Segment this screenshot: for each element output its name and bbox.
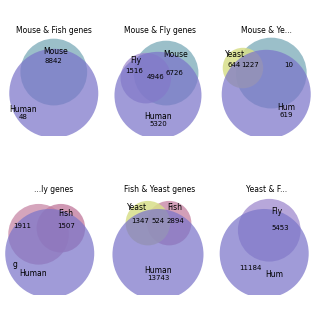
Text: 5320: 5320	[149, 121, 167, 127]
Text: 11184: 11184	[239, 265, 261, 271]
Circle shape	[121, 53, 171, 103]
Circle shape	[5, 209, 94, 298]
Text: Yeast: Yeast	[127, 204, 147, 212]
Title: ...ly genes: ...ly genes	[34, 185, 73, 194]
Circle shape	[9, 49, 98, 138]
Text: Fish: Fish	[168, 204, 183, 212]
Text: 4946: 4946	[147, 74, 165, 80]
Title: Mouse & Ye...: Mouse & Ye...	[241, 26, 292, 35]
Text: Human: Human	[20, 269, 47, 278]
Title: Mouse & Fish genes: Mouse & Fish genes	[16, 26, 92, 35]
Text: Fish: Fish	[59, 209, 73, 218]
Text: Fly: Fly	[271, 206, 282, 215]
Circle shape	[236, 38, 307, 108]
Text: Human: Human	[10, 105, 37, 114]
Title: Fish & Yeast genes: Fish & Yeast genes	[124, 185, 196, 194]
Text: 644: 644	[227, 62, 240, 68]
Text: 6726: 6726	[165, 70, 183, 76]
Text: 524: 524	[151, 218, 164, 224]
Text: 8842: 8842	[45, 58, 63, 64]
Circle shape	[220, 209, 309, 298]
Circle shape	[134, 41, 198, 106]
Text: Fly: Fly	[130, 56, 141, 65]
Circle shape	[238, 199, 300, 261]
Text: 2894: 2894	[166, 218, 184, 224]
Text: 10: 10	[284, 62, 293, 68]
Text: Human: Human	[144, 266, 172, 275]
Text: g: g	[13, 260, 18, 269]
Circle shape	[8, 204, 69, 265]
Text: Hum: Hum	[277, 103, 295, 112]
Circle shape	[222, 50, 311, 139]
Text: Human: Human	[144, 112, 172, 121]
Text: 1507: 1507	[57, 223, 75, 229]
Circle shape	[223, 48, 263, 88]
Text: 1516: 1516	[125, 68, 143, 74]
Text: 13743: 13743	[147, 275, 169, 281]
Title: Mouse & Fly genes: Mouse & Fly genes	[124, 26, 196, 35]
Text: Mouse: Mouse	[163, 50, 188, 60]
Circle shape	[126, 201, 170, 245]
Title: Yeast & F...: Yeast & F...	[246, 185, 287, 194]
Circle shape	[20, 39, 87, 106]
Circle shape	[36, 204, 85, 252]
Text: Hum: Hum	[265, 270, 283, 279]
Circle shape	[147, 201, 191, 245]
Text: 1227: 1227	[241, 62, 259, 68]
Text: 1347: 1347	[131, 218, 149, 224]
Text: 619: 619	[280, 112, 293, 117]
Text: 5453: 5453	[272, 225, 289, 231]
Circle shape	[115, 52, 202, 139]
Text: Mouse: Mouse	[44, 47, 68, 56]
Text: Yeast: Yeast	[225, 50, 245, 60]
Text: 48: 48	[19, 114, 28, 120]
Text: 1911: 1911	[13, 223, 31, 229]
Circle shape	[112, 209, 204, 300]
